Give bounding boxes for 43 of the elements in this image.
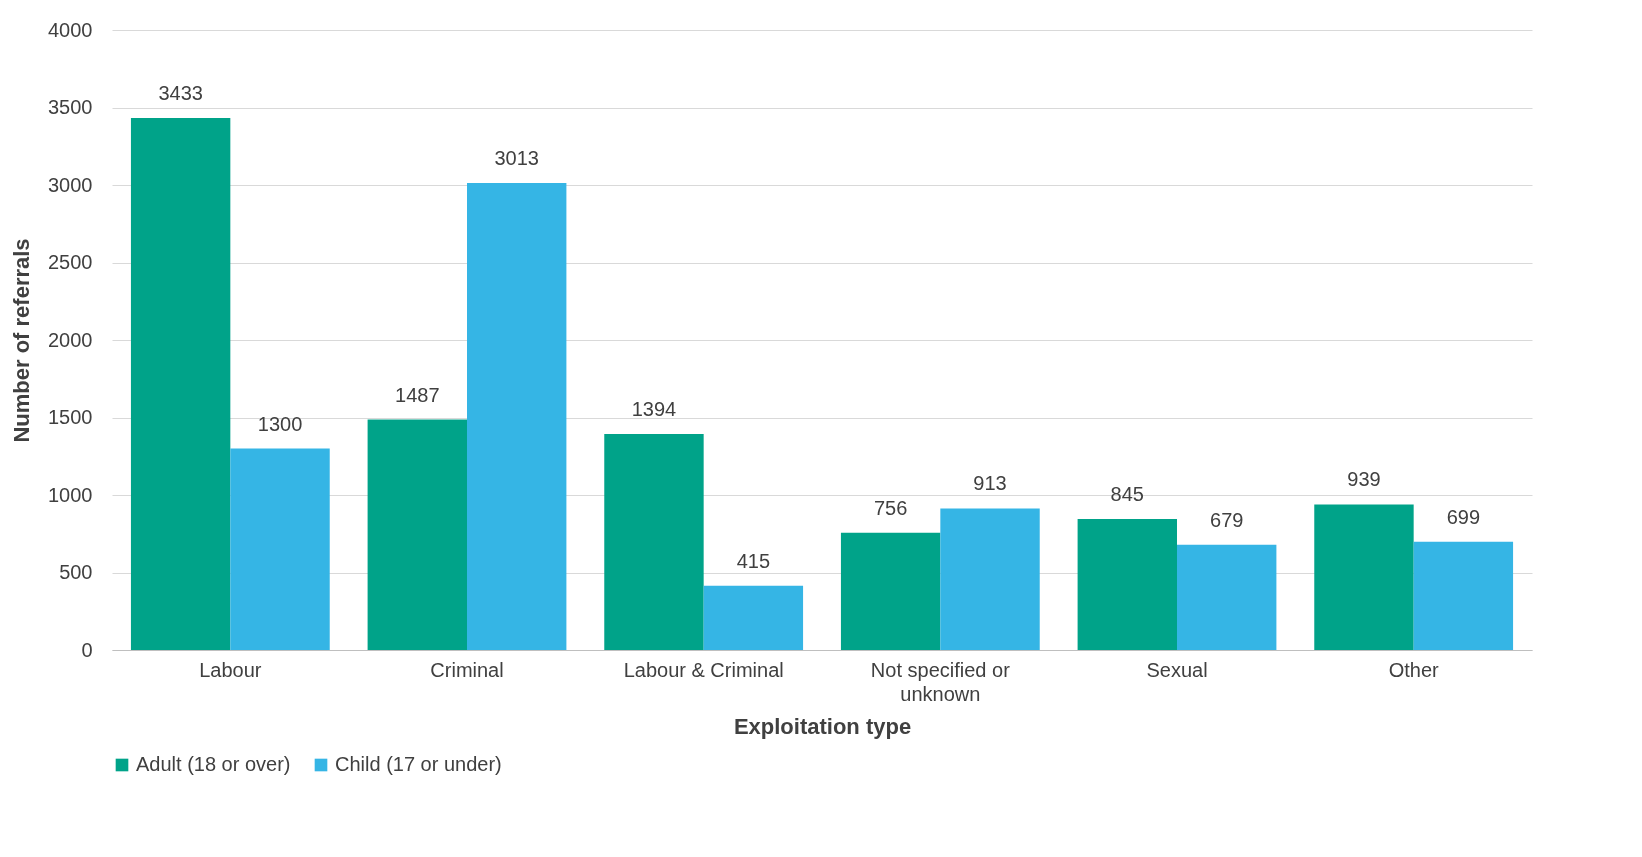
bar — [703, 585, 804, 650]
legend-label: Child (17 or under) — [335, 753, 502, 775]
bar — [467, 182, 567, 650]
y-tick-label: 3000 — [48, 173, 93, 196]
bar — [1177, 544, 1277, 650]
data-label: 415 — [736, 549, 771, 572]
bar — [940, 508, 1040, 650]
data-label: 1394 — [631, 397, 677, 420]
bar — [1077, 519, 1177, 650]
bar — [230, 448, 330, 650]
bar — [604, 433, 704, 650]
bar — [367, 419, 467, 650]
data-label: 939 — [1347, 468, 1381, 491]
x-tick-label: Labour & Criminal — [623, 658, 784, 681]
data-label: 1300 — [257, 412, 303, 435]
legend-label: Adult (18 or over) — [136, 753, 291, 775]
data-label: 756 — [873, 496, 908, 519]
bar — [130, 117, 231, 650]
y-tick-label: 4000 — [48, 18, 93, 41]
y-tick-label: 2500 — [48, 251, 93, 273]
data-label: 679 — [1210, 508, 1244, 531]
data-label: 845 — [1110, 483, 1144, 506]
data-label: 1487 — [395, 383, 440, 406]
data-label: 3013 — [494, 146, 539, 169]
y-tick-label: 500 — [59, 561, 93, 583]
y-tick-label: 2000 — [48, 328, 93, 351]
data-label: 3433 — [158, 81, 203, 104]
data-label: 699 — [1446, 505, 1481, 528]
x-tick-label: Criminal — [430, 658, 504, 681]
bar — [840, 532, 941, 650]
y-tick-label: 0 — [81, 638, 93, 661]
y-tick-label: 1500 — [48, 406, 93, 428]
data-label: 913 — [973, 472, 1007, 495]
y-axis-title: Number of referrals — [9, 238, 35, 443]
y-tick-label: 3500 — [48, 96, 93, 118]
y-tick-label: 1000 — [48, 483, 93, 506]
x-axis-title: Exploitation type — [733, 713, 912, 739]
x-tick-label: Sexual — [1146, 658, 1208, 681]
x-tick-label: Labour — [199, 658, 262, 681]
x-tick-label: Not specified or unknown — [870, 658, 1011, 705]
bar — [1314, 504, 1414, 650]
bar — [1413, 541, 1514, 650]
x-tick-label: Other — [1388, 658, 1440, 681]
